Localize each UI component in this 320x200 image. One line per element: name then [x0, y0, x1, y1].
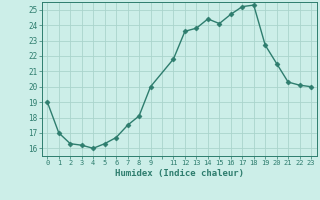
- X-axis label: Humidex (Indice chaleur): Humidex (Indice chaleur): [115, 169, 244, 178]
